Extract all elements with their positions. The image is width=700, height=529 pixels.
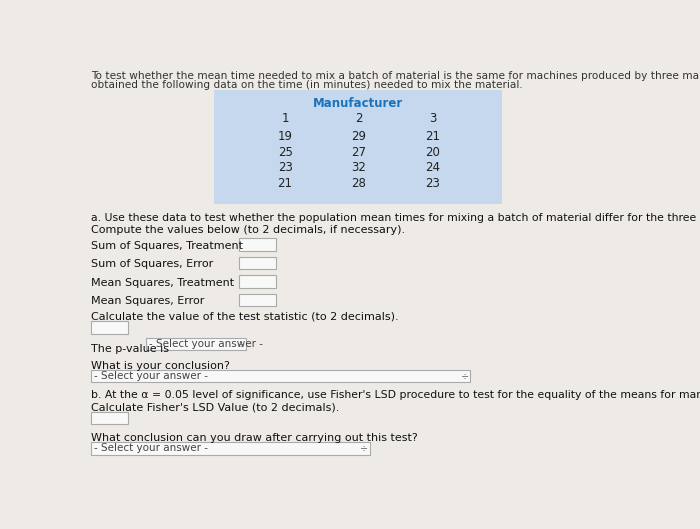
Text: 20: 20 <box>425 146 440 159</box>
FancyBboxPatch shape <box>90 412 128 424</box>
Text: Mean Squares, Treatment: Mean Squares, Treatment <box>90 278 234 288</box>
Text: 3: 3 <box>428 112 436 125</box>
Text: - Select your answer -: - Select your answer - <box>94 443 208 453</box>
Text: ÷: ÷ <box>237 339 245 349</box>
FancyBboxPatch shape <box>239 294 276 306</box>
Text: 23: 23 <box>278 161 293 174</box>
Text: obtained the following data on the time (in minutes) needed to mix the material.: obtained the following data on the time … <box>90 80 522 90</box>
Text: 21: 21 <box>278 177 293 190</box>
Text: What is your conclusion?: What is your conclusion? <box>90 361 230 371</box>
Text: Sum of Squares, Error: Sum of Squares, Error <box>90 259 213 269</box>
FancyBboxPatch shape <box>214 89 502 204</box>
Text: 2: 2 <box>355 112 363 125</box>
Text: Manufacturer: Manufacturer <box>313 97 403 111</box>
Text: b. At the α = 0.05 level of significance, use Fisher's LSD procedure to test for: b. At the α = 0.05 level of significance… <box>90 390 700 400</box>
FancyBboxPatch shape <box>90 370 470 382</box>
Text: What conclusion can you draw after carrying out this test?: What conclusion can you draw after carry… <box>90 433 417 443</box>
Text: 1: 1 <box>281 112 289 125</box>
FancyBboxPatch shape <box>146 338 246 350</box>
Text: ÷: ÷ <box>461 371 469 381</box>
Text: 25: 25 <box>278 146 293 159</box>
Text: 21: 21 <box>425 131 440 143</box>
FancyBboxPatch shape <box>239 238 276 251</box>
Text: 24: 24 <box>425 161 440 174</box>
Text: Mean Squares, Error: Mean Squares, Error <box>90 296 204 306</box>
FancyBboxPatch shape <box>239 275 276 288</box>
Text: a. Use these data to test whether the population mean times for mixing a batch o: a. Use these data to test whether the po… <box>90 213 700 223</box>
Text: 32: 32 <box>351 161 366 174</box>
Text: The p-value is: The p-value is <box>90 344 169 354</box>
Text: ÷: ÷ <box>360 443 368 453</box>
Text: 23: 23 <box>425 177 440 190</box>
Text: Sum of Squares, Treatment: Sum of Squares, Treatment <box>90 241 243 251</box>
Text: - Select your answer -: - Select your answer - <box>94 371 208 381</box>
Text: Calculate Fisher's LSD Value (to 2 decimals).: Calculate Fisher's LSD Value (to 2 decim… <box>90 402 339 412</box>
FancyBboxPatch shape <box>90 322 128 334</box>
Text: 29: 29 <box>351 131 366 143</box>
Text: To test whether the mean time needed to mix a batch of material is the same for : To test whether the mean time needed to … <box>90 71 700 81</box>
Text: 19: 19 <box>278 131 293 143</box>
FancyBboxPatch shape <box>90 442 370 454</box>
Text: Calculate the value of the test statistic (to 2 decimals).: Calculate the value of the test statisti… <box>90 312 398 322</box>
Text: 28: 28 <box>351 177 366 190</box>
FancyBboxPatch shape <box>239 257 276 269</box>
Text: - Select your answer -: - Select your answer - <box>148 339 262 349</box>
Text: Compute the values below (to 2 decimals, if necessary).: Compute the values below (to 2 decimals,… <box>90 225 405 235</box>
Text: 27: 27 <box>351 146 366 159</box>
